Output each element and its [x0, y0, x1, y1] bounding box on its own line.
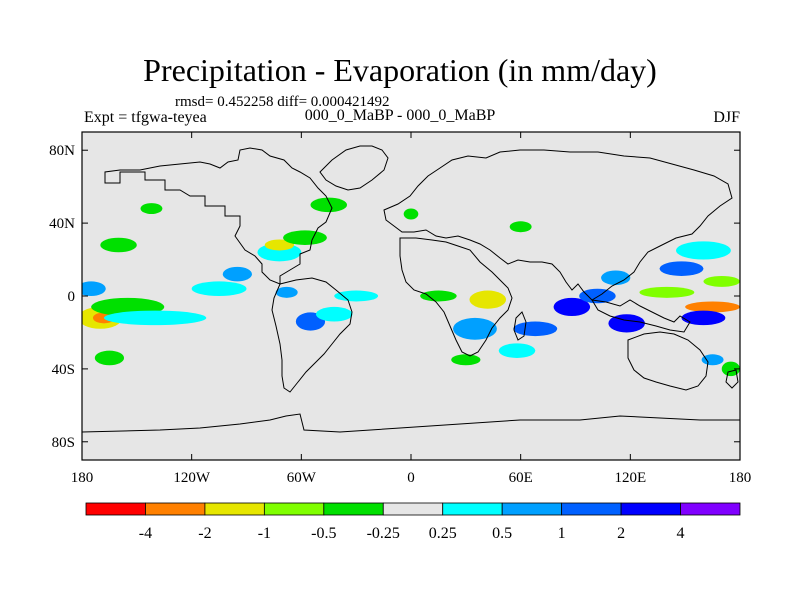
anomaly-patch: [264, 239, 295, 251]
colorbar-label: -4: [139, 525, 152, 542]
coastline-new-zealand: [725, 369, 739, 389]
coastline-north-america: [104, 147, 333, 285]
coastline-africa: [399, 237, 513, 357]
anomaly-patch: [509, 221, 532, 233]
x-tick-label: 180: [71, 470, 94, 486]
anomaly-patch: [82, 281, 106, 296]
map-background: [82, 132, 740, 460]
colorbar-label: -1: [258, 525, 271, 542]
y-tick-label: 0: [68, 289, 76, 305]
anomaly-patch: [310, 197, 348, 213]
x-tick-label: 120E: [614, 470, 646, 486]
colorbar-label: 1: [558, 525, 566, 542]
colorbar-swatch: [442, 502, 503, 516]
colorbar-swatch: [85, 502, 146, 516]
colorbar-swatch: [145, 502, 206, 516]
anomaly-patch: [513, 321, 558, 337]
anomaly-patch: [275, 286, 298, 298]
colorbar-label: 2: [617, 525, 625, 542]
y-tick-label: 40N: [49, 216, 75, 232]
anomaly-patch: [453, 317, 497, 340]
colorbar-label: 0.5: [492, 525, 512, 542]
x-tick-label: 60W: [287, 470, 317, 486]
y-tick-label: 80N: [49, 143, 75, 159]
season-label: DJF: [713, 109, 740, 126]
anomaly-patch: [639, 286, 695, 298]
anomaly-patch: [191, 281, 247, 297]
stats-text: rmsd= 0.452258 diff= 0.000421492: [175, 94, 390, 110]
y-tick-label: 40S: [52, 362, 75, 378]
coastline-madagascar: [513, 311, 527, 341]
anomaly-patch: [676, 241, 731, 260]
coastline-antarctica: [82, 413, 740, 433]
colorbar-swatch: [204, 502, 265, 516]
anomaly-patch: [334, 290, 379, 302]
coastline-australia: [627, 331, 709, 391]
anomaly-patch: [140, 203, 163, 215]
coastline-eurasia: [383, 149, 733, 301]
anomaly-patch: [100, 237, 137, 253]
anomaly-patch: [601, 270, 631, 286]
y-tick-label: 80S: [52, 435, 75, 451]
colorbar-swatch: [382, 502, 444, 516]
x-tick-label: 60E: [509, 470, 533, 486]
anomaly-patch: [659, 261, 704, 276]
coastline-south-america: [271, 277, 353, 393]
anomaly-patch: [94, 350, 125, 366]
x-tick-label: 0: [407, 470, 415, 486]
coastline-maritime-continent: [591, 299, 691, 333]
colorbar-swatch: [561, 502, 622, 516]
colorbar-swatch: [263, 502, 325, 516]
chart-title: Precipitation - Evaporation (in mm/day): [143, 52, 657, 88]
anomaly-patch: [579, 288, 616, 304]
colorbar-swatch: [620, 502, 681, 516]
anomaly-patch: [283, 230, 327, 245]
anomaly-patch: [451, 354, 481, 366]
anomaly-patch: [685, 301, 740, 313]
comparison-label: 000_0_MaBP - 000_0_MaBP: [304, 107, 496, 124]
colorbar-label: -0.5: [311, 525, 336, 542]
anomaly-patch: [469, 290, 507, 309]
colorbar-label: 0.25: [429, 525, 457, 542]
anomaly-patch: [553, 297, 591, 317]
colorbar-swatch: [323, 502, 384, 516]
colorbar-label: -0.25: [367, 525, 400, 542]
anomaly-patch: [403, 208, 419, 220]
colorbar-swatch: [680, 502, 741, 516]
colorbar-label: -2: [198, 525, 211, 542]
x-tick-label: 120W: [173, 470, 211, 486]
anomaly-patch: [721, 361, 740, 377]
experiment-label: Expt = tfgwa-teyea: [84, 109, 207, 126]
anomaly-patch: [103, 310, 207, 326]
x-tick-label: 180: [729, 470, 752, 486]
anomaly-patch: [703, 275, 740, 287]
coastline-greenland: [319, 145, 389, 191]
anomaly-patch: [701, 354, 724, 366]
anomaly-patch: [420, 290, 457, 302]
anomaly-patch: [681, 310, 726, 326]
anomaly-patch: [498, 343, 536, 358]
colorbar-label: 4: [677, 525, 685, 542]
colorbar-swatch: [501, 502, 563, 516]
anomaly-patch: [315, 306, 353, 322]
anomaly-patch: [222, 266, 252, 282]
anomaly-patch: [608, 314, 645, 333]
